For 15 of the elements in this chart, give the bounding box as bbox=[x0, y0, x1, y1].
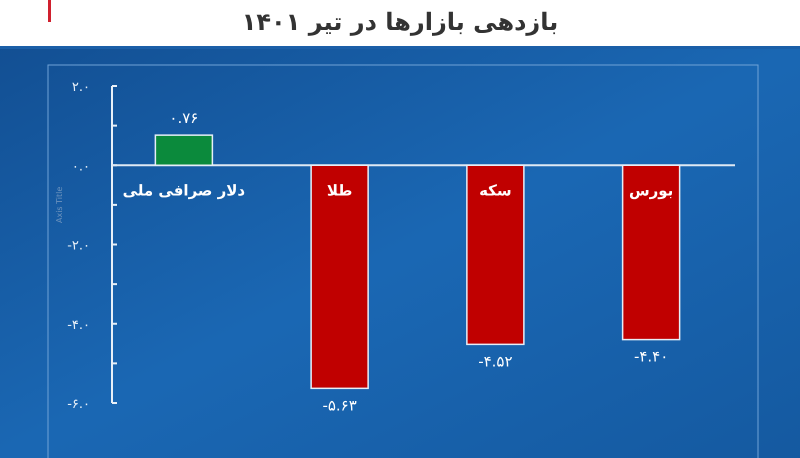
y-axis-title: Axis Title bbox=[55, 186, 64, 224]
data-label: -۴.۵۲ bbox=[478, 352, 513, 370]
x-tick-label: دلار صرافی ملی bbox=[122, 181, 246, 200]
y-tick-label: -۴.۰ bbox=[67, 318, 90, 333]
y-tick-label: -۲.۰ bbox=[67, 238, 90, 254]
data-label: -۵.۶۳ bbox=[322, 396, 357, 414]
chart-title: بازدهی بازارها در تیر ۱۴۰۱ bbox=[242, 8, 558, 36]
y-tick-label: -۶.۰ bbox=[67, 397, 90, 412]
y-tick-label: ۰.۰ bbox=[72, 159, 90, 174]
x-tick-label: طلا bbox=[326, 181, 352, 200]
data-label: ۰.۷۶ bbox=[169, 109, 198, 128]
y-tick-label: ۲.۰ bbox=[72, 80, 90, 95]
x-tick-label: سکه bbox=[479, 181, 512, 200]
x-tick-label: بورس bbox=[628, 181, 674, 200]
data-label: -۴.۴۰ bbox=[634, 348, 668, 366]
